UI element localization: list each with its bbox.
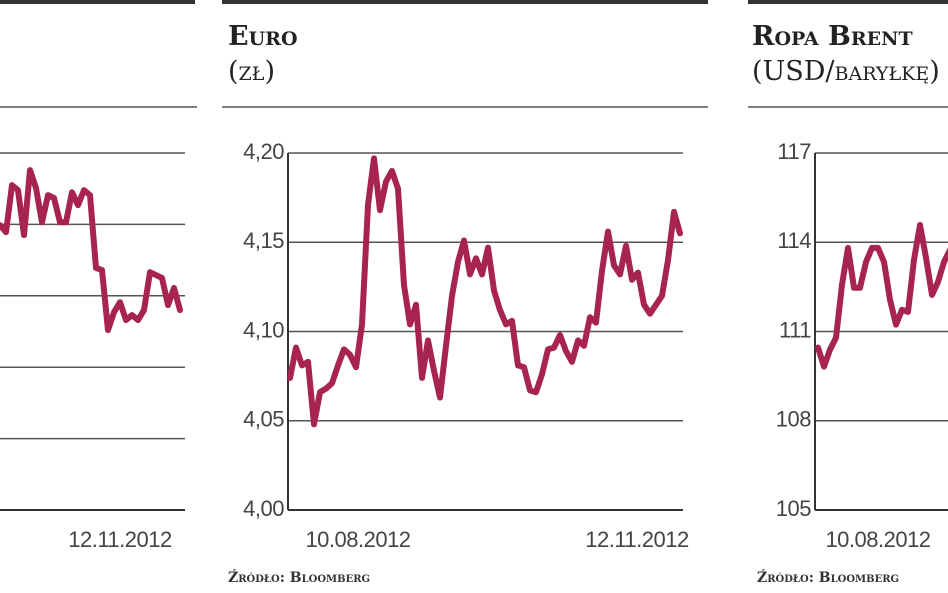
x-tick-label: 10.08.2012	[825, 527, 930, 552]
chart-subtitle: (zł)	[228, 56, 275, 87]
chart-title: Ropa Brent	[752, 21, 913, 52]
source: Źródło: Bloomberg	[228, 568, 370, 586]
y-tick-label: 4,00	[243, 496, 284, 521]
series-line	[287, 155, 683, 428]
series-line	[0, 167, 183, 334]
top-bar	[222, 0, 708, 4]
y-tick-label: 4,20	[243, 139, 284, 164]
x-tick-label: 12.11.2012	[585, 527, 689, 552]
y-tick-label: 105	[776, 496, 811, 521]
y-tick-label: 4,15	[243, 228, 284, 253]
chart-title: Euro	[228, 21, 298, 52]
chart-subtitle: (USD/baryłkę)	[752, 56, 940, 87]
source: Źródło: Bloomberg	[757, 568, 899, 586]
y-tick-label: 108	[776, 407, 811, 432]
y-tick-label: 117	[777, 139, 811, 164]
top-bar	[748, 0, 948, 4]
y-tick-label: 111	[779, 317, 811, 342]
x-tick-label: 12.11.2012	[68, 527, 172, 552]
series-line	[815, 221, 948, 370]
y-tick-label: 114	[777, 228, 811, 253]
top-bar	[0, 0, 195, 4]
y-tick-label: 4,10	[243, 317, 284, 342]
y-tick-label: 4,05	[243, 407, 284, 432]
x-tick-label: 10.08.2012	[305, 527, 410, 552]
